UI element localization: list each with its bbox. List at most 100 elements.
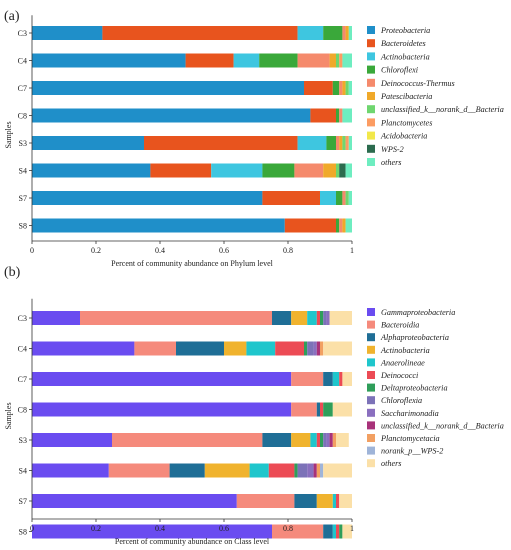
legend-label: Patescibacteria: [380, 92, 432, 101]
bar-segment-c8-3: [336, 108, 340, 123]
y-tick-label: C4: [18, 57, 27, 66]
bar-segment-c4-3: [224, 341, 247, 356]
bar-segment-c3-12: [329, 311, 352, 325]
legend-swatch: [367, 92, 375, 100]
bar-segment-s7-5: [336, 494, 340, 508]
legend-label: unclassified_k__norank_d__Bacteria: [381, 421, 504, 430]
y-tick-label: S3: [19, 139, 27, 148]
x-tick-label: 0.6: [219, 246, 229, 255]
legend-swatch: [367, 345, 375, 354]
legend-label: Acidobacteria: [380, 132, 427, 141]
bar-segment-c8-4: [339, 108, 343, 123]
bar-segment-s4-1: [150, 163, 212, 178]
bar-segment-s8-12: [342, 524, 352, 539]
y-axis-title: Samples: [4, 121, 13, 148]
y-tick-label: C4: [18, 345, 27, 354]
bar-segment-c3-0: [32, 26, 103, 40]
bar-segment-s8-5: [336, 524, 340, 539]
chart-panel-b: (b) C3 C4 C7 C8 S3 S4 S7 S8 0 0.2 0.4 0.6 0.8 1 Percent…: [4, 265, 504, 546]
legend-swatch: [367, 434, 375, 442]
bar-segment-c7-3: [332, 81, 340, 95]
bar-segment-s4-5: [268, 463, 295, 478]
y-tick-label: C8: [18, 112, 27, 121]
legend-swatch: [367, 459, 375, 468]
bar-segment-c8-10: [342, 108, 352, 123]
bar-segment-s8-1: [284, 218, 336, 233]
bar-segment-s4-8: [307, 463, 314, 478]
legend-swatch: [367, 333, 375, 342]
bar-segment-c3-4: [342, 26, 346, 40]
legend: Gammaproteobacteria Bacteroidia Alphaprote…: [367, 308, 504, 468]
legend-label: Bacteroidetes: [381, 39, 426, 48]
legend-swatch: [367, 144, 375, 153]
legend-label: Proteobacteria: [380, 26, 430, 35]
bar-segment-s4-4: [249, 463, 269, 478]
bar-segment-c3-8: [326, 311, 330, 325]
bar-segment-s3-10: [332, 433, 336, 447]
legend-swatch: [367, 358, 375, 367]
legend-swatch: [367, 158, 375, 166]
y-tick-label: S4: [19, 467, 27, 476]
bar-segment-c4-6: [304, 341, 308, 356]
legend-label: Anaerolineae: [380, 358, 425, 367]
y-tick-label: S7: [19, 497, 27, 506]
bar-segment-s3-2: [297, 136, 327, 150]
legend-label: Bacteroidia: [381, 321, 419, 330]
bar-segment-s3-4: [310, 433, 317, 447]
bar-segment-s3-7: [323, 433, 327, 447]
bar-segment-c4-0: [32, 341, 135, 356]
y-tick-label: C7: [18, 375, 27, 384]
bar-segment-s4-3: [262, 163, 295, 178]
bar-segment-c8-5: [320, 402, 324, 417]
bar-segment-c3-2: [272, 311, 292, 325]
bar-segment-c3-1: [102, 26, 298, 40]
bar-segment-c3-3: [291, 311, 308, 325]
x-tick-label: 0.8: [283, 524, 293, 533]
bar-segment-s3-8: [326, 433, 330, 447]
bar-segment-s7-4: [332, 494, 336, 508]
bar-segment-s7-6: [345, 191, 349, 205]
bar-segment-c3-4: [307, 311, 317, 325]
bar-segment-s4-12: [323, 463, 352, 478]
legend-label: norank_p__WPS-2: [381, 447, 443, 456]
bar-segment-s7-12: [339, 494, 352, 508]
legend-swatch: [367, 39, 375, 48]
bar-segment-s7-3: [316, 494, 333, 508]
bar-segment-s7-3: [336, 191, 343, 205]
bar-segment-c4-5: [329, 53, 336, 68]
legend-swatch: [367, 131, 375, 140]
bar-segment-s4-1: [108, 463, 170, 478]
bar-segment-s3-12: [336, 433, 349, 447]
bar-segment-c4-9: [316, 341, 320, 356]
legend-label: others: [381, 459, 401, 468]
bar-segment-c4-1: [134, 341, 176, 356]
bar-segment-s8-2: [323, 524, 333, 539]
bar-segment-s4-4: [294, 163, 324, 178]
x-tick-label: 0.4: [155, 524, 165, 533]
bar-segment-s4-0: [32, 463, 109, 478]
bar-segment-s8-1: [272, 524, 324, 539]
legend-label: Chloroflexia: [381, 396, 422, 405]
bar-segment-s4-2: [169, 463, 205, 478]
legend-label: Actinobacteria: [380, 52, 430, 61]
bar-segment-s4-10: [316, 463, 320, 478]
bar-segment-s3-6: [342, 136, 346, 150]
legend-label: Deinococcus-Thermus: [380, 79, 455, 88]
bar-segment-c8-2: [316, 402, 320, 417]
legend-swatch: [367, 118, 375, 127]
bar-segment-s8-0: [32, 218, 285, 233]
y-tick-label: C8: [18, 406, 27, 415]
bar-segment-s8-4: [339, 218, 343, 233]
bar-segment-c8-0: [32, 402, 292, 417]
bar-segment-c7-0: [32, 372, 292, 386]
bar-segment-c3-10: [348, 26, 352, 40]
bar-segment-s3-1: [144, 136, 298, 150]
y-tick-label: S4: [19, 167, 27, 176]
bar-segment-s3-9: [329, 433, 333, 447]
legend-label: others: [381, 158, 401, 167]
y-tick-label: C3: [18, 314, 27, 323]
legend-label: Saccharimonadia: [381, 409, 439, 418]
bar-segment-c4-7: [339, 53, 343, 68]
legend-swatch: [367, 308, 375, 316]
bar-segment-s3-10: [348, 136, 352, 150]
